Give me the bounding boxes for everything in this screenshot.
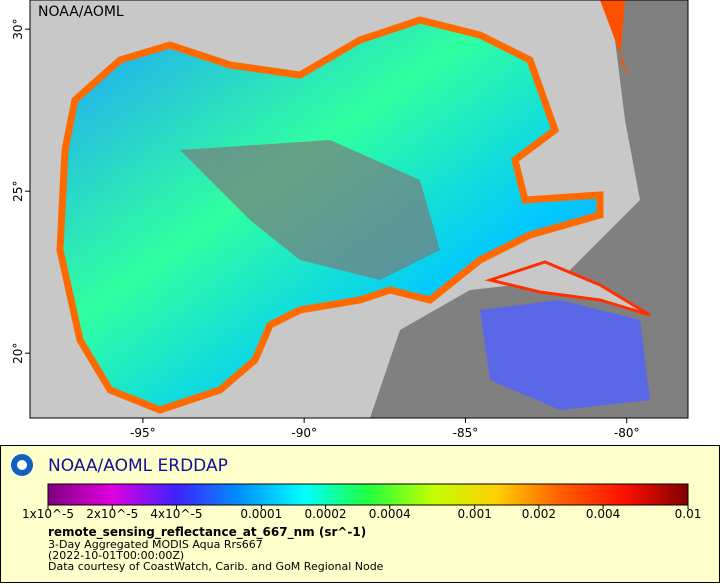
variable-name: remote_sensing_reflectance_at_667_nm (sr… bbox=[48, 525, 366, 540]
legend-title: NOAA/AOML ERDDAP bbox=[48, 456, 228, 476]
colorbar-tick-label: 0.01 bbox=[675, 507, 702, 521]
x-tick-label: -80° bbox=[614, 426, 640, 440]
colorbar-tick-label: 4x10^-5 bbox=[150, 507, 202, 521]
legend-line: 3-Day Aggregated MODIS Aqua Rrs667 bbox=[48, 538, 263, 551]
x-tick-label: -90° bbox=[291, 426, 317, 440]
y-tick-label: 20° bbox=[11, 343, 25, 364]
colorbar-tick-label: 0.0002 bbox=[305, 507, 347, 521]
coast-data bbox=[600, 0, 630, 80]
no-data bbox=[180, 140, 440, 280]
map-frame bbox=[29, 0, 689, 419]
x-tick-label: -85° bbox=[453, 426, 479, 440]
legend-panel bbox=[0, 445, 720, 583]
legend-line: Data courtesy of CoastWatch, Carib. and … bbox=[48, 560, 384, 573]
colorbar bbox=[47, 483, 689, 506]
legend-line: (2022-10-01T00:00:00Z) bbox=[48, 549, 184, 562]
cuba bbox=[484, 260, 651, 317]
colorbar-tick-label: 0.0001 bbox=[240, 507, 282, 521]
colorbar-tick-label: 2x10^-5 bbox=[86, 507, 138, 521]
colorbar-tick-label: 0.004 bbox=[586, 507, 620, 521]
colorbar-tick-label: 0.0004 bbox=[369, 507, 411, 521]
y-tick-label: 25° bbox=[11, 181, 25, 202]
corner-label: NOAA/AOML bbox=[38, 4, 124, 20]
colorbar-tick-label: 0.002 bbox=[522, 507, 556, 521]
colorbar-tick-label: 0.001 bbox=[457, 507, 491, 521]
noaa-logo-center bbox=[17, 460, 27, 470]
colorbar-tick-label: 1x10^-5 bbox=[22, 507, 74, 521]
map: NOAA/AOML bbox=[29, 0, 689, 419]
caribbean-data bbox=[480, 300, 650, 410]
y-tick-label: 30° bbox=[11, 19, 25, 40]
x-tick-label: -95° bbox=[130, 426, 156, 440]
